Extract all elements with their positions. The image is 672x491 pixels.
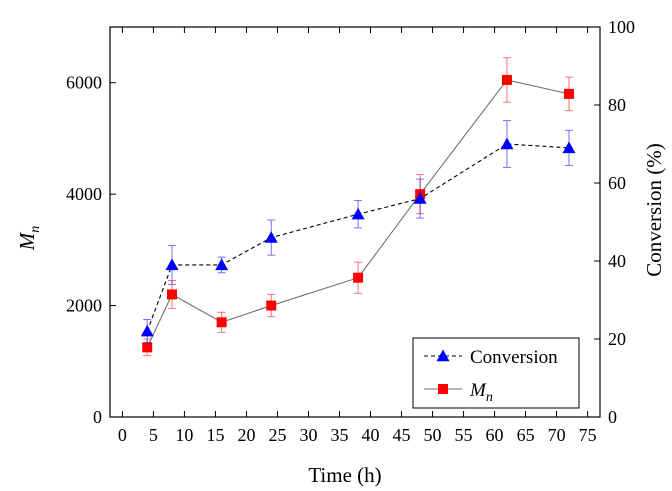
data-point: [140, 324, 154, 337]
x-tick-label: 75: [579, 425, 597, 445]
data-point: [266, 300, 277, 311]
y-right-tick-label: 60: [608, 173, 626, 193]
y-left-tick-label: 0: [93, 407, 102, 427]
y-right-tick-label: 40: [608, 251, 626, 271]
x-tick-label: 30: [299, 425, 317, 445]
y-left-tick-label: 6000: [66, 73, 102, 93]
x-tick-label: 55: [455, 425, 473, 445]
x-tick-label: 10: [175, 425, 193, 445]
y-axis-right-title: Conversion (%): [642, 143, 666, 277]
plot-border: [109, 26, 601, 418]
y-right-tick-label: 20: [608, 329, 626, 349]
x-tick-label: 50: [424, 425, 442, 445]
x-tick-label: 60: [486, 425, 504, 445]
x-axis-title: Time (h): [308, 463, 381, 487]
x-tick-label: 25: [268, 425, 286, 445]
x-tick-label: 40: [362, 425, 380, 445]
ticks: 0 5 10 15 20 25 30 35 40 45 50 55 60 65 70 75 0 2000 4000 6…: [66, 17, 635, 445]
data-point: [167, 289, 178, 300]
data-point: [562, 141, 576, 154]
legend-conversion-marker: [436, 349, 450, 362]
x-tick-label: 15: [206, 425, 224, 445]
legend: Conversion Mn: [412, 337, 580, 409]
plot-frame: [109, 26, 601, 418]
data-point: [165, 258, 179, 271]
data-point: [216, 317, 227, 328]
y-right-tick-label: 0: [608, 407, 617, 427]
y-right-tick-label: 80: [608, 95, 626, 115]
y-axis-left-title-main: M: [15, 231, 39, 251]
data-point: [351, 207, 365, 220]
data-point: [501, 74, 512, 85]
x-tick-label: 35: [330, 425, 348, 445]
y-right-tick-label: 100: [608, 17, 635, 37]
legend-mn-label-sub: n: [486, 390, 493, 405]
series-layer: [140, 57, 576, 357]
x-tick-label: 45: [393, 425, 411, 445]
legend-mn-label-main: M: [469, 380, 487, 401]
series-conversion: [140, 120, 576, 344]
x-tick-label: 70: [548, 425, 566, 445]
y-left-tick-label: 2000: [66, 296, 102, 316]
x-tick-label: 20: [237, 425, 255, 445]
data-point: [563, 88, 574, 99]
data-point: [413, 192, 427, 204]
series-line: [146, 143, 570, 332]
series-line: [146, 79, 570, 348]
data-point: [500, 137, 514, 150]
x-tick-label: 5: [149, 425, 158, 445]
legend-mn-marker: [438, 384, 448, 394]
data-point: [353, 272, 364, 283]
data-point: [264, 231, 278, 243]
x-tick-label: 0: [118, 425, 127, 445]
legend-conversion-label: Conversion: [470, 347, 558, 368]
legend-box: [412, 337, 580, 409]
data-point: [215, 258, 229, 271]
data-point: [142, 342, 153, 353]
legend-mn-label: Mn: [469, 380, 493, 405]
x-tick-label: 65: [517, 425, 535, 445]
y-axis-left-title-sub: n: [28, 226, 43, 233]
y-axis-left-title: Mn: [15, 226, 43, 252]
y-left-tick-label: 4000: [66, 184, 102, 204]
